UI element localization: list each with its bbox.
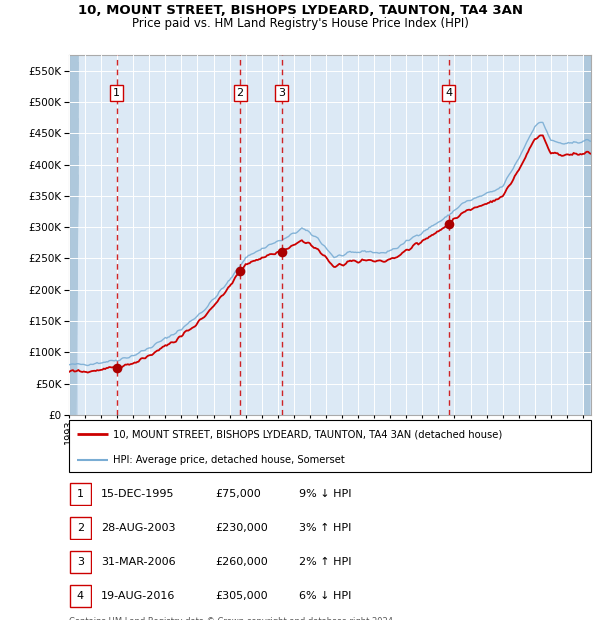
Text: Contains HM Land Registry data © Crown copyright and database right 2024.
This d: Contains HM Land Registry data © Crown c…	[69, 616, 395, 620]
Text: 9% ↓ HPI: 9% ↓ HPI	[299, 489, 352, 499]
Text: 4: 4	[77, 591, 84, 601]
Text: 1: 1	[113, 88, 120, 98]
Text: HPI: Average price, detached house, Somerset: HPI: Average price, detached house, Some…	[113, 455, 345, 465]
Text: 3: 3	[77, 557, 84, 567]
Text: 4: 4	[445, 88, 452, 98]
Text: 15-DEC-1995: 15-DEC-1995	[101, 489, 174, 499]
Text: 31-MAR-2006: 31-MAR-2006	[101, 557, 175, 567]
FancyBboxPatch shape	[70, 551, 91, 574]
Text: £260,000: £260,000	[215, 557, 268, 567]
Text: 2% ↑ HPI: 2% ↑ HPI	[299, 557, 352, 567]
Text: Price paid vs. HM Land Registry's House Price Index (HPI): Price paid vs. HM Land Registry's House …	[131, 17, 469, 30]
Text: £305,000: £305,000	[215, 591, 268, 601]
Text: £75,000: £75,000	[215, 489, 260, 499]
FancyBboxPatch shape	[70, 517, 91, 539]
Text: 1: 1	[77, 489, 84, 499]
Text: 2: 2	[77, 523, 84, 533]
Text: 2: 2	[236, 88, 244, 98]
Text: 10, MOUNT STREET, BISHOPS LYDEARD, TAUNTON, TA4 3AN (detached house): 10, MOUNT STREET, BISHOPS LYDEARD, TAUNT…	[113, 429, 503, 439]
FancyBboxPatch shape	[70, 585, 91, 608]
Text: £230,000: £230,000	[215, 523, 268, 533]
Text: 3: 3	[278, 88, 285, 98]
Text: 28-AUG-2003: 28-AUG-2003	[101, 523, 175, 533]
Text: 6% ↓ HPI: 6% ↓ HPI	[299, 591, 351, 601]
Text: 19-AUG-2016: 19-AUG-2016	[101, 591, 175, 601]
Bar	[584, 55, 591, 415]
FancyBboxPatch shape	[69, 420, 591, 472]
Bar	[69, 55, 79, 415]
FancyBboxPatch shape	[70, 483, 91, 505]
Text: 10, MOUNT STREET, BISHOPS LYDEARD, TAUNTON, TA4 3AN: 10, MOUNT STREET, BISHOPS LYDEARD, TAUNT…	[77, 4, 523, 17]
Text: 3% ↑ HPI: 3% ↑ HPI	[299, 523, 351, 533]
